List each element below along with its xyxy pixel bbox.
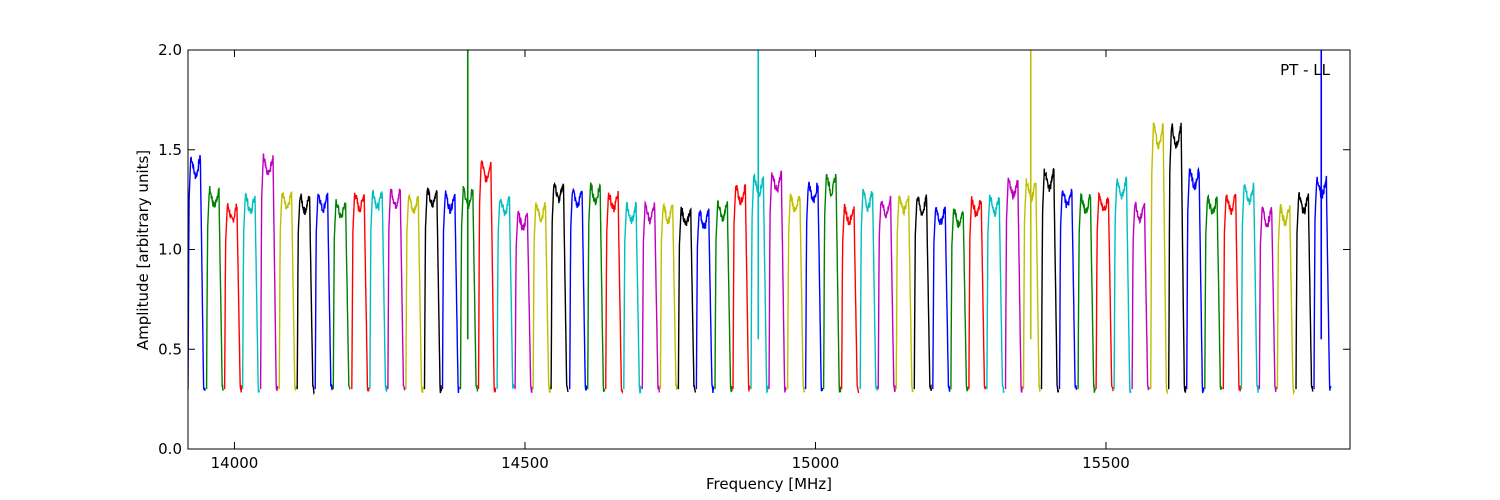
channel-trace-6 <box>278 191 297 392</box>
axes-frame <box>187 49 1351 450</box>
channel-trace-11 <box>369 189 388 393</box>
x-axis-label: Frequency [MHz] <box>706 475 832 493</box>
channel-trace-25 <box>623 201 642 394</box>
channel-trace-1 <box>188 154 206 391</box>
y-axis-label: Amplitude [arbitrary units] <box>134 150 152 350</box>
channel-trace-42 <box>932 206 951 392</box>
channel-trace-2 <box>205 186 225 391</box>
channel-trace-57 <box>1204 193 1223 390</box>
plot-area <box>188 50 1332 396</box>
channel-trace-49 <box>1058 188 1078 390</box>
channel-trace-32 <box>750 173 769 394</box>
channel-trace-58 <box>1222 194 1241 392</box>
channel-trace-62 <box>1295 192 1314 392</box>
channel-trace-50 <box>1077 192 1096 393</box>
x-tick-label: 15000 <box>792 454 840 472</box>
y-tick-label: 0.5 <box>158 340 182 358</box>
channel-trace-5 <box>259 153 279 392</box>
y-tick-label: 0.0 <box>158 440 182 458</box>
channel-trace-63 <box>1313 175 1332 391</box>
channel-trace-4 <box>241 192 261 393</box>
channel-trace-35 <box>804 181 824 392</box>
x-tick-label: 15500 <box>1082 454 1130 472</box>
channel-trace-38 <box>859 188 878 391</box>
channel-trace-14 <box>423 187 443 394</box>
channel-trace-56 <box>1185 166 1205 394</box>
channel-trace-28 <box>677 206 697 393</box>
channel-trace-26 <box>641 199 660 393</box>
channel-trace-23 <box>587 182 606 393</box>
channel-trace-18 <box>496 196 515 390</box>
channel-trace-8 <box>314 192 333 391</box>
channel-trace-9 <box>332 199 351 390</box>
channel-trace-37 <box>840 203 860 394</box>
channel-trace-45 <box>986 194 1005 393</box>
channel-trace-41 <box>913 194 932 392</box>
channel-trace-20 <box>532 202 551 393</box>
channel-trace-44 <box>968 196 987 390</box>
channel-trace-7 <box>296 193 315 396</box>
channel-trace-30 <box>714 200 733 393</box>
channel-trace-52 <box>1113 176 1132 394</box>
channel-trace-59 <box>1240 182 1259 393</box>
y-tick-label: 1.0 <box>158 241 182 259</box>
channel-trace-21 <box>550 181 569 393</box>
y-tick-label: 1.5 <box>158 141 182 159</box>
annotation-label: PT - LL <box>1280 61 1331 79</box>
channel-trace-39 <box>877 195 896 393</box>
channel-trace-43 <box>950 208 969 392</box>
channel-trace-47 <box>1022 178 1041 392</box>
axis-ticks: 14000 14500 15000 15500 0.0 0.5 1.0 1.5 2.0 <box>158 41 1350 472</box>
channel-trace-61 <box>1276 203 1296 396</box>
channel-trace-34 <box>786 193 806 393</box>
channel-trace-29 <box>695 208 715 394</box>
channel-trace-22 <box>569 187 588 392</box>
channel-trace-10 <box>351 192 370 392</box>
channel-trace-46 <box>1004 177 1024 393</box>
channel-trace-31 <box>732 183 751 392</box>
channel-trace-48 <box>1040 167 1060 393</box>
channel-trace-19 <box>514 210 533 394</box>
channel-trace-36 <box>822 173 842 393</box>
channel-trace-51 <box>1095 191 1114 392</box>
channel-trace-12 <box>387 188 406 391</box>
channel-trace-55 <box>1167 122 1187 393</box>
channel-trace-40 <box>895 195 914 393</box>
channel-trace-33 <box>768 170 787 393</box>
channel-trace-13 <box>405 194 424 394</box>
channel-trace-17 <box>477 160 497 393</box>
x-tick-label: 14000 <box>211 454 259 472</box>
x-tick-label: 14500 <box>501 454 549 472</box>
channel-trace-3 <box>223 203 243 393</box>
y-tick-label: 2.0 <box>158 41 182 59</box>
channel-trace-60 <box>1258 205 1278 392</box>
channel-trace-53 <box>1131 201 1150 391</box>
channel-trace-16 <box>459 186 479 392</box>
channel-trace-54 <box>1149 122 1169 395</box>
channel-trace-27 <box>659 201 678 390</box>
channel-trace-15 <box>441 190 460 393</box>
channel-trace-24 <box>605 190 624 395</box>
